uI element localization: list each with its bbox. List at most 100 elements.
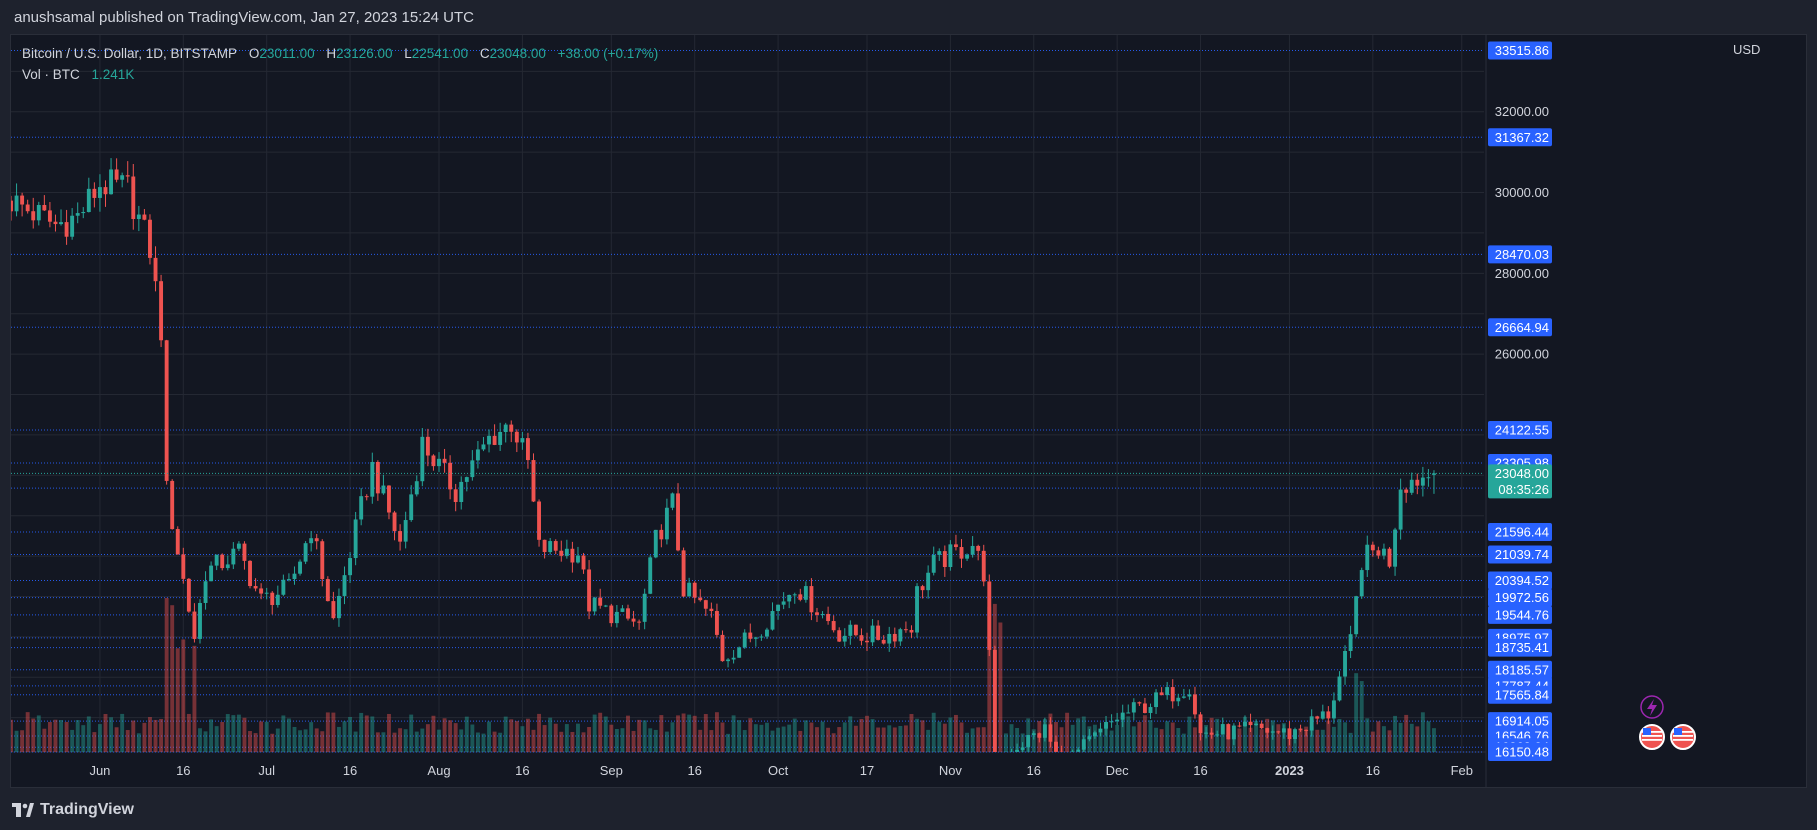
volume-bar [537, 713, 542, 752]
volume-bar [1370, 731, 1375, 752]
volume-bar [687, 714, 692, 752]
candle-body [1198, 714, 1203, 734]
candle-body [36, 205, 41, 221]
currency-label[interactable]: USD [1733, 42, 1761, 57]
candle-body [437, 458, 441, 467]
candle-body [1098, 728, 1103, 733]
volume-bar [714, 712, 719, 752]
candle-body [398, 531, 403, 542]
price-level-tag-label: 21039.74 [1495, 547, 1549, 562]
volume-bar [248, 731, 252, 752]
candle-body [714, 611, 719, 635]
volume-bar [620, 728, 625, 752]
candle-body [614, 611, 619, 624]
candle-body [1287, 728, 1292, 739]
candle-body [848, 624, 853, 636]
x-tick-label: 17 [860, 763, 874, 778]
candle-body [125, 175, 130, 177]
volume-bar [742, 730, 747, 752]
volume-bar [553, 723, 558, 752]
candle-body [320, 541, 325, 580]
volume-bar [1259, 729, 1264, 752]
candle-body [592, 597, 597, 612]
candle-body [937, 551, 942, 555]
price-level-tag [1488, 571, 1552, 590]
volume-bar [1404, 714, 1409, 752]
volume-bar [1276, 724, 1281, 752]
candle-body [1404, 489, 1409, 493]
candle-body [1070, 751, 1075, 752]
candle-body [787, 594, 792, 602]
candle-body [431, 455, 436, 467]
candle-body [976, 545, 981, 551]
volume-bar [387, 713, 391, 752]
volume-bar [981, 727, 986, 752]
volume-bar [653, 729, 658, 752]
candle-body [442, 458, 447, 463]
candle-body [203, 581, 208, 603]
volume-bar [153, 719, 158, 752]
volume-bar [759, 724, 764, 752]
candle-body [570, 548, 575, 563]
candle-body [220, 554, 225, 569]
price-level-tag [1488, 660, 1552, 679]
close-value: 23048.00 [489, 46, 546, 61]
candle-body [198, 602, 202, 639]
volume-bar [965, 732, 970, 752]
candle-body [981, 550, 986, 582]
volume-bar [887, 725, 892, 752]
candle-body [470, 460, 475, 478]
volume-bar [331, 712, 336, 752]
volume-bar [1148, 720, 1153, 752]
volume-bar [637, 719, 642, 752]
volume-bar [125, 730, 130, 752]
volume-bar [81, 725, 86, 752]
candle-body [1359, 570, 1364, 597]
volume-bar [514, 721, 519, 752]
candle-body [859, 635, 864, 641]
candle-body [1276, 731, 1281, 733]
candle-body [809, 586, 814, 613]
candle-body [1426, 477, 1431, 479]
candle-body [581, 555, 586, 570]
volume-label[interactable]: Vol · BTC [22, 67, 80, 82]
price-level-tag-label: 16914.05 [1495, 714, 1549, 729]
candle-body [987, 581, 992, 650]
candle-body [803, 586, 808, 600]
candles [11, 158, 1436, 752]
us-flag-icon-canton [1643, 728, 1651, 735]
candle-body [1337, 676, 1342, 701]
candle-body [548, 541, 553, 553]
volume-bars [11, 597, 1436, 752]
volume-bar [559, 731, 564, 752]
tradingview-logo[interactable]: TradingView [12, 801, 134, 819]
candle-body [148, 219, 152, 258]
candle-body [992, 649, 997, 752]
candle-body [253, 586, 258, 589]
candle-body [698, 597, 703, 601]
volume-bar [842, 722, 847, 752]
candle-body [1170, 687, 1175, 702]
us-flag-icon-stripe [1642, 735, 1662, 737]
candle-body [1131, 702, 1136, 713]
candle-body [948, 544, 953, 568]
price-level-tag-label: 20394.52 [1495, 573, 1549, 588]
volume-bar [737, 720, 742, 752]
volume-bar [470, 724, 475, 752]
volume-bar [1009, 724, 1014, 752]
open-label: O [248, 46, 260, 61]
x-tick-label: Jul [258, 763, 275, 778]
candle-body [1204, 732, 1209, 734]
candle-body [514, 431, 519, 443]
volume-bar [720, 722, 725, 752]
candle-body [75, 213, 80, 216]
symbol-label[interactable]: Bitcoin / U.S. Dollar, 1D, BITSTAMP [22, 46, 238, 61]
price-level-tag [1488, 420, 1552, 439]
candle-body [587, 569, 592, 612]
volume-bar [170, 605, 175, 752]
candle-body [887, 633, 892, 644]
volume-bar [1331, 726, 1336, 752]
candle-body [853, 624, 858, 636]
volume-bar [1170, 722, 1175, 752]
